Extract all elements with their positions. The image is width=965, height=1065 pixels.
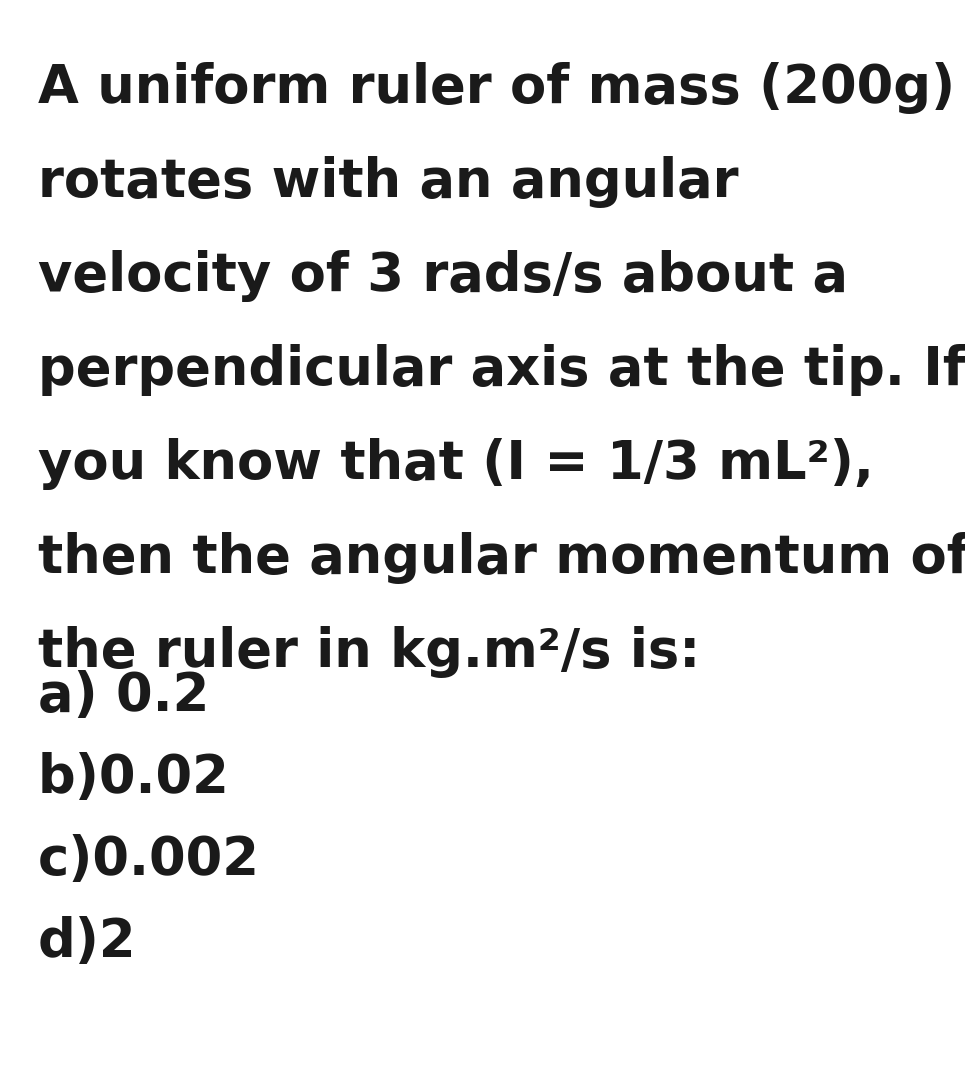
Text: the ruler in kg.m²/s is:: the ruler in kg.m²/s is: [38, 626, 701, 678]
Text: perpendicular axis at the tip. If: perpendicular axis at the tip. If [38, 344, 965, 396]
Text: d)2: d)2 [38, 916, 137, 968]
Text: c)0.002: c)0.002 [38, 834, 260, 886]
Text: then the angular momentum of: then the angular momentum of [38, 532, 965, 584]
Text: velocity of 3 rads/s about a: velocity of 3 rads/s about a [38, 250, 848, 302]
Text: a) 0.2: a) 0.2 [38, 670, 209, 722]
Text: b)0.02: b)0.02 [38, 752, 230, 804]
Text: A uniform ruler of mass (200g): A uniform ruler of mass (200g) [38, 62, 955, 114]
Text: rotates with an angular: rotates with an angular [38, 155, 738, 208]
Text: you know that (I = 1/3 mL²),: you know that (I = 1/3 mL²), [38, 438, 874, 490]
